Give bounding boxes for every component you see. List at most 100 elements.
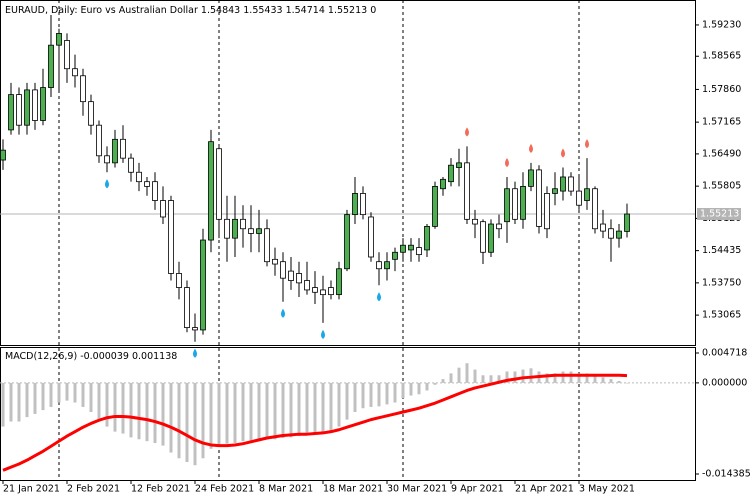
candle-body [64,40,70,70]
candle-body [496,223,502,230]
x-tick-label: 30 Mar 2021 [387,484,447,495]
candle-body [360,193,366,216]
macd-bar [417,382,421,395]
candle-body [568,176,574,192]
macd-title: MACD(12,26,9) [5,351,77,362]
macd-bar [553,373,557,383]
fractal-up [505,157,509,167]
macd-bar [497,375,501,383]
candle-body [512,188,518,220]
macd-bar [425,382,429,391]
candle-body [200,239,206,331]
candle-body [232,218,238,239]
macd-bar [353,382,357,413]
macd-bar [193,382,197,466]
candle-body [344,214,350,270]
fractal-down [105,179,109,189]
macd-bar [561,371,565,383]
x-tick-label: 2 Feb 2021 [67,484,120,495]
macd-panel [0,347,696,481]
candle-body [624,213,630,232]
macd-bar [289,382,293,438]
candle-body [464,162,470,220]
y-tick-label: 0.000000 [702,377,747,388]
last-low: 1.54714 [286,5,325,16]
last-open: 1.54843 [201,5,240,16]
candle-body [296,273,302,284]
candle-body [584,188,590,201]
macd-bar [121,382,125,434]
x-tick-label: 18 Mar 2021 [323,484,383,495]
candle-body [432,185,438,227]
macd-bar [89,382,93,413]
macd-bar [137,382,141,440]
x-tick-label: 24 Feb 2021 [195,484,254,495]
last-close: 1.55213 [328,5,367,16]
candle-body [312,287,318,293]
macd-bar [513,371,517,383]
current-price-box [697,208,741,221]
candle-body [32,89,38,121]
macd-signal-value: 0.001138 [132,351,177,362]
macd-bar [153,382,157,444]
macd-bar [465,363,469,383]
candle-body [152,181,158,201]
plot-layer: 1.59230 1.58565 1.57860 1.57165 1.56490 1.558… [0,15,750,495]
macd-bar [577,373,581,383]
macd-bar [385,382,389,405]
candle-body [488,223,494,253]
macd-bar [545,373,549,383]
macd-bar [625,382,629,384]
macd-bar [65,382,69,401]
macd-bar [369,382,373,407]
macd-bar [345,382,349,420]
candle-body [320,289,326,296]
fractal-down [321,329,325,339]
macd-bar [329,382,333,432]
macd-bar [609,379,613,383]
macd-bar [25,382,29,418]
fractal-down [281,308,285,318]
macd-bar [473,369,477,383]
macd-bar [321,382,325,434]
fractal-up [465,127,469,137]
candle-body [528,169,534,187]
macd-bar [273,382,277,440]
candle-body [408,244,414,251]
candle-body [280,261,286,279]
macd-bar [129,382,133,438]
macd-bar [169,382,173,453]
macd-bar [41,382,45,411]
x-tick-label: 12 Feb 2021 [131,484,190,495]
macd-bar [113,382,117,432]
candle-body [264,228,270,263]
macd-bar [209,382,213,449]
macd-bar [457,367,461,383]
macd-bar [449,373,453,383]
y-tick-label: 1.59230 [702,19,741,30]
candle-body [240,218,246,230]
current-price-tag: 1.55213 [697,208,741,221]
candle-body [80,75,86,103]
candle-body [304,280,310,291]
macd-bar [257,382,261,440]
candle-body [480,221,486,253]
candle-body [536,169,542,227]
macd-bar [73,382,77,403]
y-tick-label: 1.54435 [702,245,741,256]
main-panel [0,0,696,346]
macd-bar [185,382,189,463]
candle-body [376,261,382,270]
candle-body [608,228,614,239]
candle-body [248,228,254,234]
candle-body [600,223,606,232]
candle-body [352,193,358,216]
macd-bar [281,382,285,438]
macd-bar [97,382,101,420]
candle-body [216,148,222,220]
macd-bar [217,382,221,446]
x-tick-label: 8 Mar 2021 [259,484,313,495]
candle-body [448,164,454,183]
macd-bar [489,375,493,383]
candle-body [144,181,150,187]
